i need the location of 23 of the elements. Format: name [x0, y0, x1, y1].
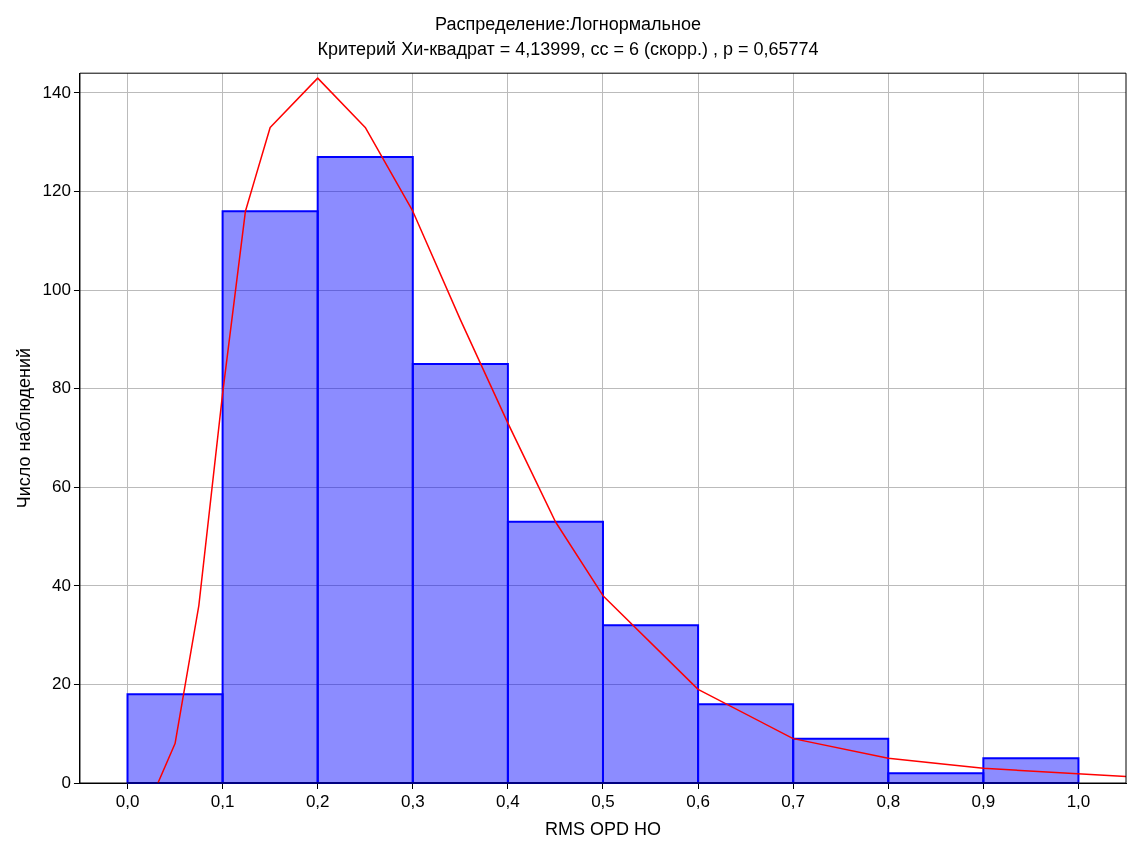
y-tick-label: 140 [42, 82, 71, 102]
x-axis-title: RMS OPD HO [544, 819, 661, 840]
y-tick-label: 80 [52, 378, 71, 398]
y-axis-title: Число наблюдений [13, 347, 34, 509]
chart-title: Распределение:Логнормальное [435, 13, 701, 34]
x-tick-label: 1,0 [1066, 791, 1091, 811]
x-tick-label: 0,1 [210, 791, 235, 811]
x-tick-label: 0,0 [115, 791, 140, 811]
chart-subtitle: Критерий Хи-квадрат = 4,13999, сс = 6 (скорр.) , p = 0,65774 [317, 39, 819, 60]
x-tick-label: 0,6 [686, 791, 710, 811]
x-tick-label: 0,8 [876, 791, 901, 811]
x-tick-label: 0,5 [591, 791, 615, 811]
x-tick-label: 0,4 [496, 791, 520, 811]
y-tick-label: 60 [52, 476, 71, 496]
x-tick-label: 0,7 [781, 791, 805, 811]
y-tick-label: 0 [61, 772, 71, 792]
y-tick-label: 100 [42, 279, 71, 299]
x-tick-label: 0,3 [400, 791, 425, 811]
y-tick-label: 40 [52, 575, 71, 595]
x-tick-label: 0,2 [305, 791, 330, 811]
x-tick-label: 0,9 [971, 791, 996, 811]
y-tick-label: 120 [42, 181, 71, 201]
y-tick-label: 20 [52, 674, 71, 694]
